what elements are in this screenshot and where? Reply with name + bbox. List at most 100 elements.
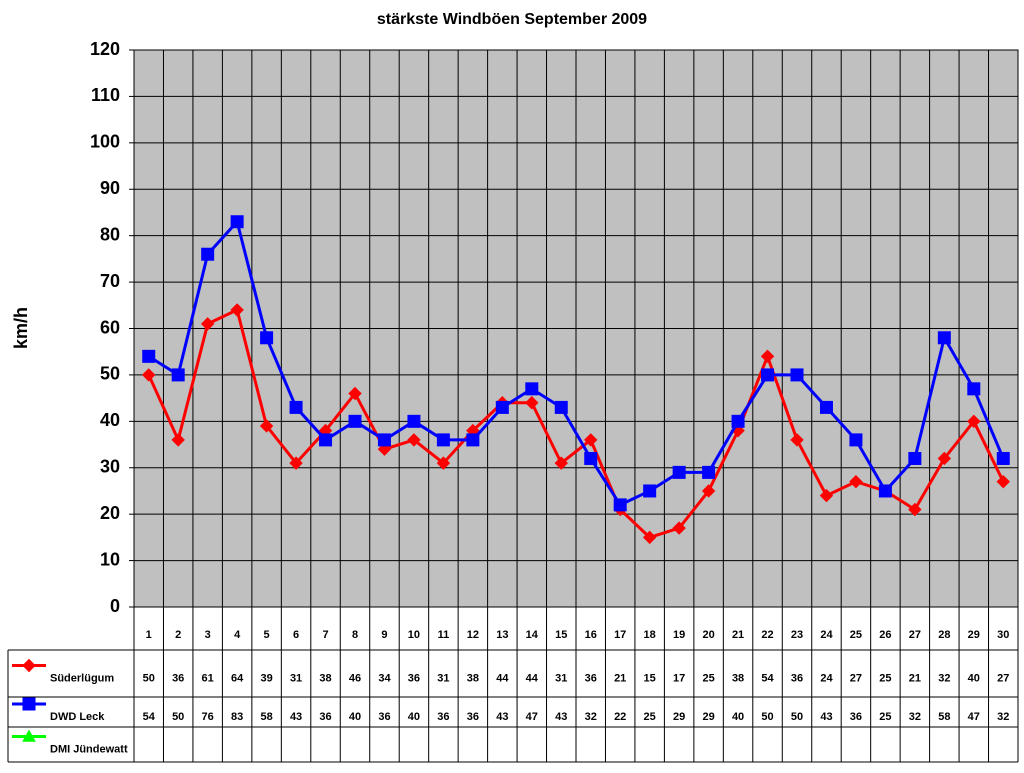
table-value: 40 xyxy=(968,672,980,684)
table-value: 76 xyxy=(202,711,214,723)
marker xyxy=(319,433,333,447)
table-value: 32 xyxy=(585,711,597,723)
marker xyxy=(584,433,598,447)
marker xyxy=(701,484,716,498)
x-tick-label: 21 xyxy=(732,629,744,641)
table-value: 39 xyxy=(260,672,272,684)
table-value: 47 xyxy=(526,711,538,723)
marker xyxy=(495,400,509,414)
table-value: 36 xyxy=(319,711,331,723)
table-value: 31 xyxy=(290,672,302,684)
x-tick-label: 10 xyxy=(408,629,420,641)
y-tick-label: 40 xyxy=(100,410,120,430)
marker xyxy=(289,456,303,470)
y-tick-label: 70 xyxy=(100,271,120,291)
table-value: 27 xyxy=(850,672,862,684)
table-value: 31 xyxy=(555,672,567,684)
x-tick-label: 25 xyxy=(850,629,862,641)
table-value: 40 xyxy=(408,711,420,723)
y-tick-label: 0 xyxy=(110,596,120,616)
table-value: 58 xyxy=(938,711,950,723)
marker xyxy=(908,502,922,517)
marker xyxy=(348,414,362,428)
legend-label: DMI Jündewatt xyxy=(50,743,128,755)
marker xyxy=(849,474,863,489)
table-value: 17 xyxy=(673,672,685,684)
y-tick-label: 90 xyxy=(100,178,120,198)
table-value: 29 xyxy=(702,711,714,723)
table-value: 36 xyxy=(585,672,597,684)
table-value: 32 xyxy=(909,711,921,723)
table-value: 25 xyxy=(702,672,714,684)
table-value: 36 xyxy=(850,711,862,723)
table-value: 36 xyxy=(172,672,184,684)
marker xyxy=(230,215,244,229)
table-value: 50 xyxy=(761,711,773,723)
x-tick-label: 13 xyxy=(496,629,508,641)
marker xyxy=(672,465,686,479)
marker xyxy=(554,456,568,470)
marker xyxy=(613,498,627,512)
x-tick-label: 17 xyxy=(614,629,626,641)
marker xyxy=(819,488,834,503)
table-value: 36 xyxy=(437,711,449,723)
x-tick-label: 18 xyxy=(644,629,656,641)
table-value: 38 xyxy=(319,672,331,684)
marker xyxy=(525,382,539,396)
x-tick-label: 29 xyxy=(968,629,980,641)
y-tick-label: 100 xyxy=(90,132,120,152)
y-tick-label: 30 xyxy=(100,457,120,477)
y-tick-label: 20 xyxy=(100,503,120,523)
table-value: 36 xyxy=(408,672,420,684)
x-tick-label: 23 xyxy=(791,629,803,641)
x-tick-label: 16 xyxy=(585,629,597,641)
marker xyxy=(731,414,745,428)
x-tick-label: 15 xyxy=(555,629,567,641)
marker xyxy=(672,521,686,535)
table-value: 22 xyxy=(614,711,626,723)
table-value: 44 xyxy=(496,672,509,684)
marker xyxy=(996,451,1010,465)
table-value: 40 xyxy=(349,711,361,723)
marker xyxy=(142,368,156,382)
chart-title: stärkste Windböen September 2009 xyxy=(377,11,647,28)
marker xyxy=(849,433,863,447)
y-tick-label: 120 xyxy=(90,39,120,59)
legend-label: DWD Leck xyxy=(50,711,105,723)
table-value: 21 xyxy=(614,672,626,684)
table-value: 64 xyxy=(231,672,244,684)
x-tick-label: 9 xyxy=(381,629,387,641)
marker xyxy=(260,331,274,345)
table-value: 25 xyxy=(644,711,656,723)
y-axis-label: km/h xyxy=(11,307,31,349)
y-tick-label: 60 xyxy=(100,317,120,337)
marker xyxy=(377,433,391,447)
marker xyxy=(171,433,185,447)
x-tick-label: 30 xyxy=(997,629,1009,641)
table-value: 38 xyxy=(732,672,744,684)
marker xyxy=(790,433,804,447)
y-tick-label: 110 xyxy=(91,85,120,105)
table-value: 83 xyxy=(231,711,243,723)
table-value: 25 xyxy=(879,672,891,684)
marker xyxy=(171,368,185,382)
table-value: 24 xyxy=(820,672,833,684)
table-value: 58 xyxy=(260,711,272,723)
table-value: 15 xyxy=(644,672,656,684)
y-tick-label: 50 xyxy=(100,364,120,384)
x-tick-label: 22 xyxy=(761,629,773,641)
marker xyxy=(819,400,833,414)
marker xyxy=(200,317,215,331)
x-tick-label: 6 xyxy=(293,629,299,641)
table-value: 54 xyxy=(761,672,774,684)
x-tick-label: 28 xyxy=(938,629,950,641)
marker xyxy=(525,396,539,410)
y-tick-label: 10 xyxy=(100,549,120,569)
x-tick-label: 20 xyxy=(702,629,714,641)
marker xyxy=(937,451,952,466)
legend-label: Süderlügum xyxy=(50,672,114,684)
table-value: 43 xyxy=(820,711,832,723)
table-value: 36 xyxy=(791,672,803,684)
y-tick-label: 80 xyxy=(100,224,120,244)
marker xyxy=(259,419,274,433)
